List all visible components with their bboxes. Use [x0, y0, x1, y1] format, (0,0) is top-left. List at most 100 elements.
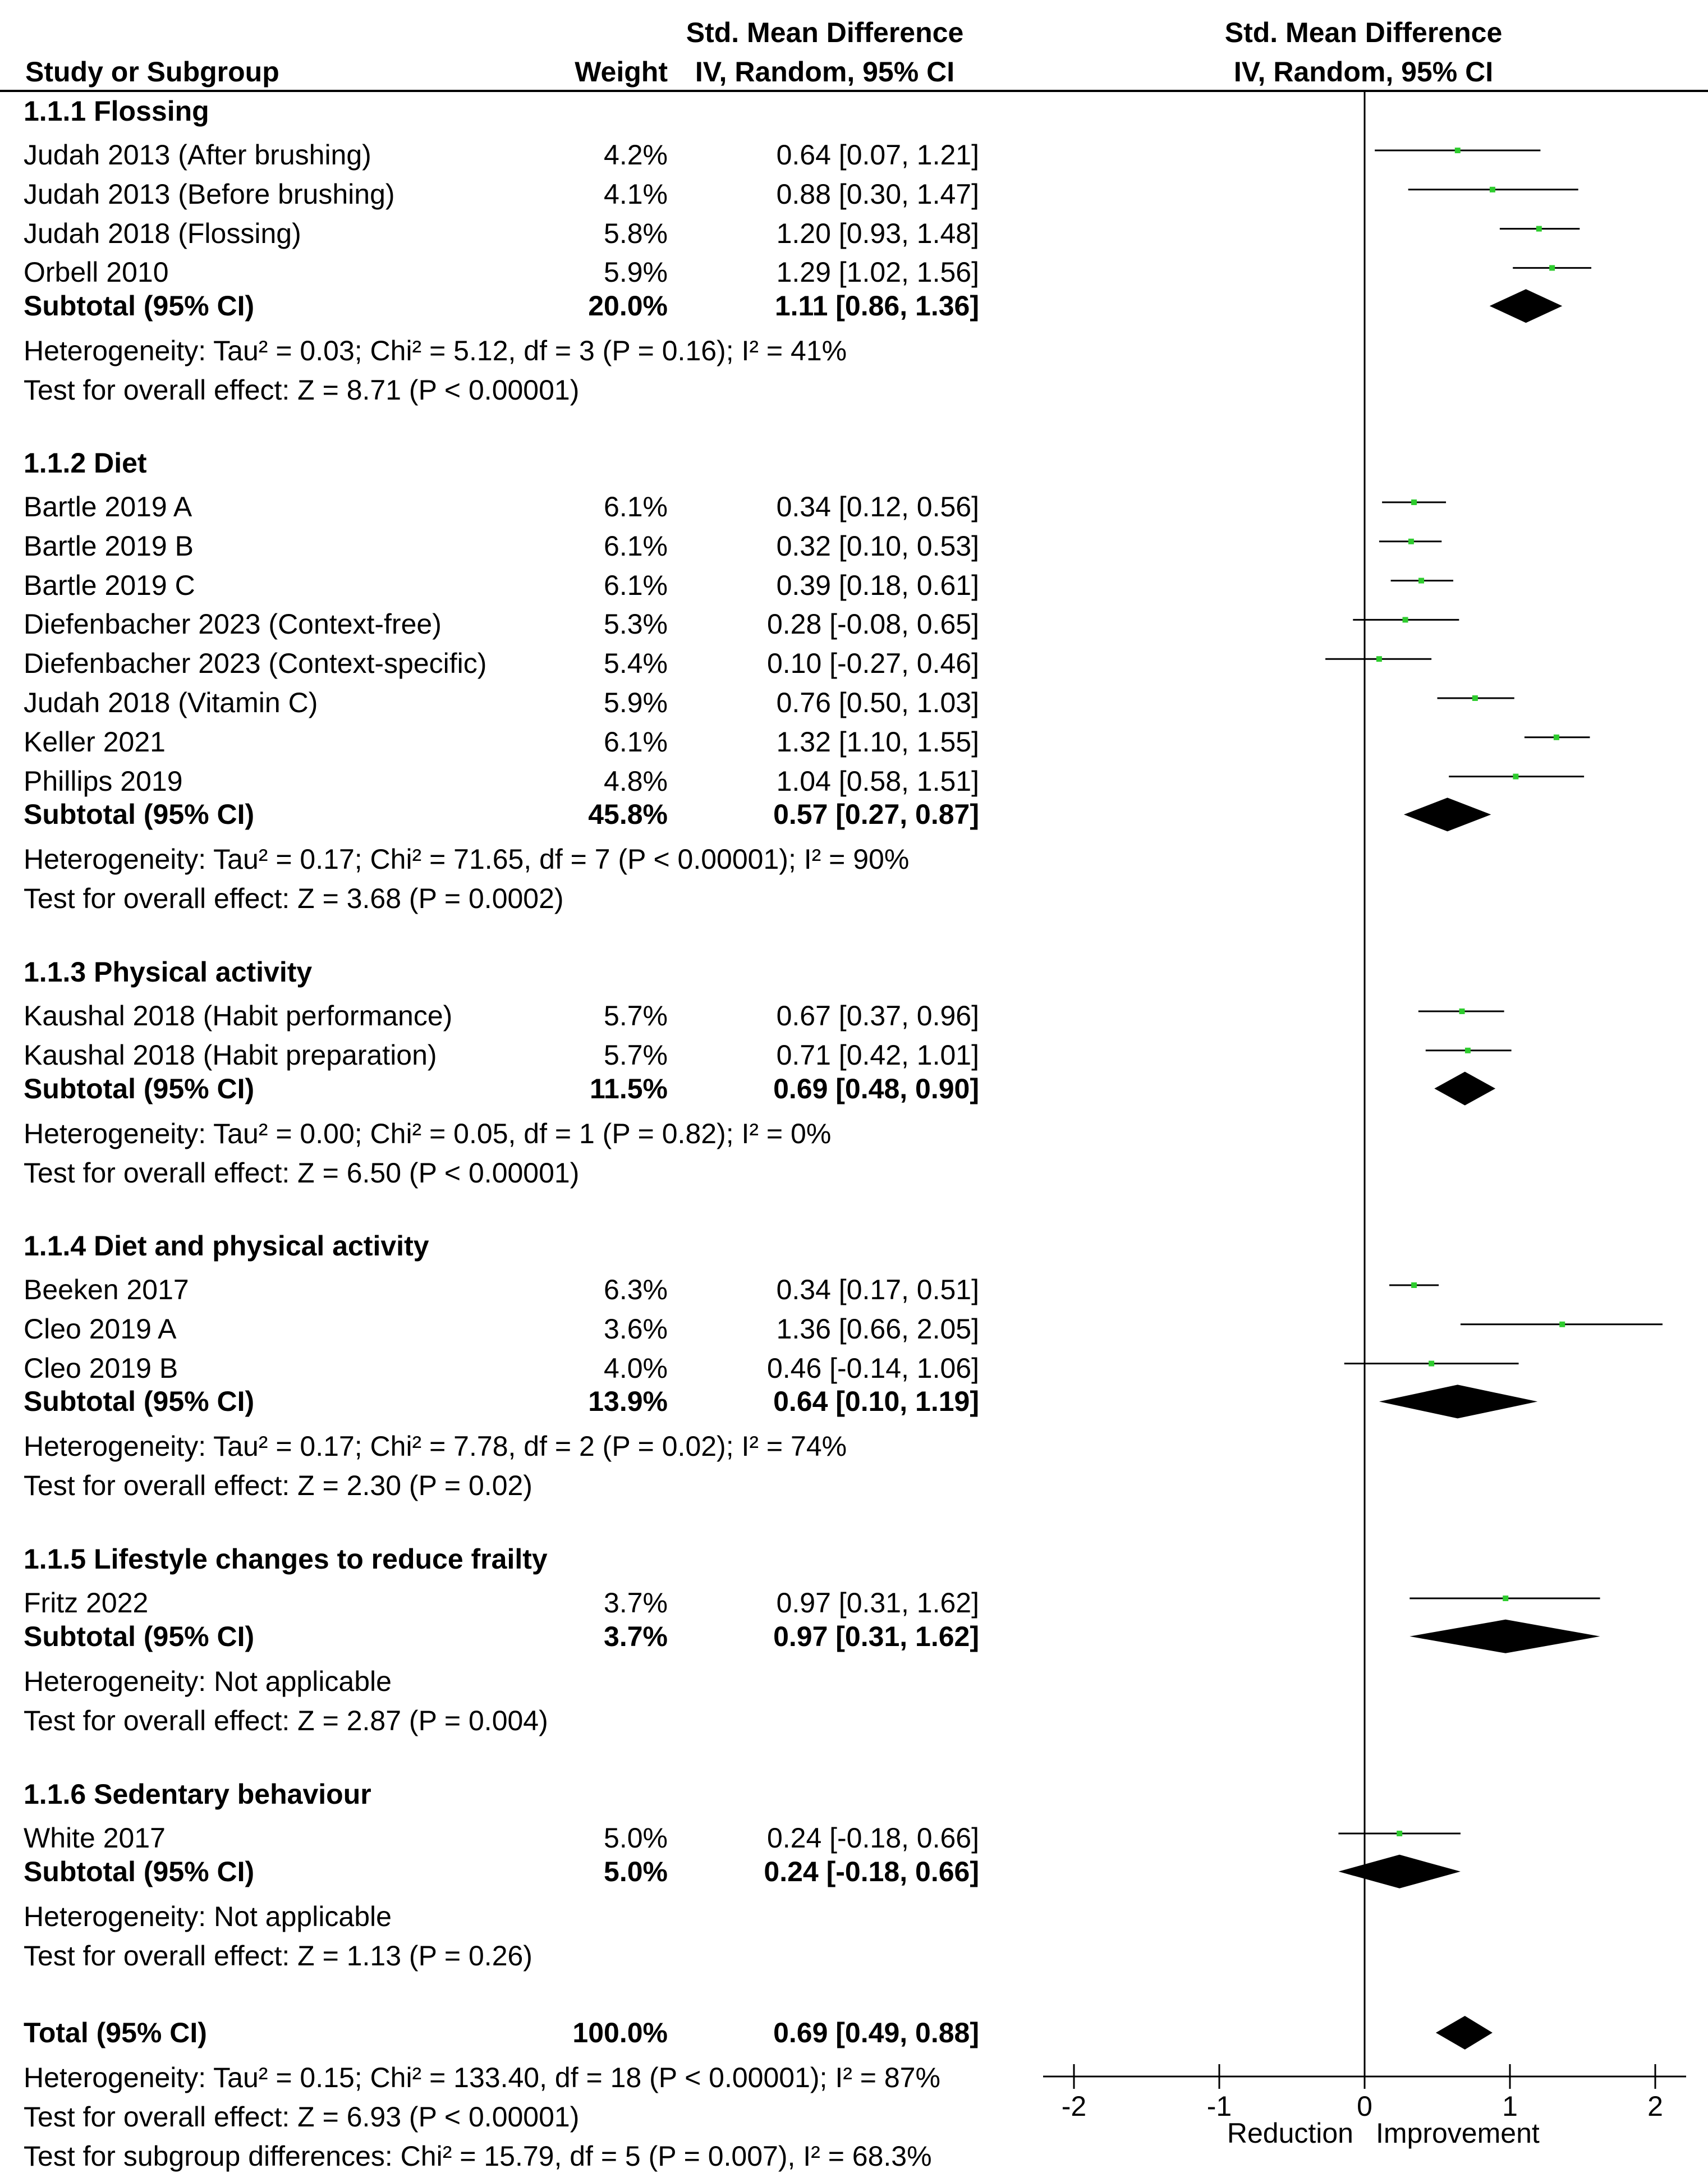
point-estimate	[1472, 695, 1478, 701]
point-estimate	[1411, 1282, 1417, 1288]
study-weight: 5.9%	[604, 687, 668, 718]
study-name: Judah 2018 (Vitamin C)	[24, 687, 318, 718]
subtotal-ci: 0.24 [-0.18, 0.66]	[764, 1855, 979, 1887]
study-weight: 6.1%	[604, 569, 668, 601]
heterogeneity-text: Heterogeneity: Tau² = 0.03; Chi² = 5.12,…	[24, 335, 847, 367]
point-estimate	[1459, 1009, 1465, 1014]
subtotal-ci: 0.69 [0.48, 0.90]	[773, 1072, 979, 1104]
subtotal-label: Subtotal (95% CI)	[24, 1386, 255, 1418]
study-ci: 0.34 [0.17, 0.51]	[776, 1274, 979, 1305]
study-name: Judah 2013 (After brushing)	[24, 139, 371, 171]
pooled-diamond	[1379, 1385, 1538, 1419]
study-ci: 0.64 [0.07, 1.21]	[776, 139, 979, 171]
total-weight: 100.0%	[572, 2017, 668, 2048]
study-weight: 5.0%	[604, 1822, 668, 1854]
total-heterogeneity-text: Heterogeneity: Tau² = 0.15; Chi² = 133.4…	[24, 2062, 940, 2093]
x-tick-label: 2	[1647, 2091, 1663, 2122]
point-estimate	[1418, 577, 1425, 584]
study-ci: 0.10 [-0.27, 0.46]	[766, 648, 979, 680]
study-ci: 0.24 [-0.18, 0.66]	[766, 1822, 979, 1854]
study-ci: 1.36 [0.66, 2.05]	[776, 1313, 979, 1345]
pooled-diamond	[1489, 289, 1563, 323]
study-column-header: Study or Subgroup	[25, 56, 279, 88]
study-weight: 4.2%	[604, 139, 668, 171]
study-weight: 6.1%	[604, 530, 668, 562]
study-name: Judah 2013 (Before brushing)	[24, 178, 395, 210]
subgroup-title: 1.1.6 Sedentary behaviour	[24, 1778, 371, 1810]
subtotal-weight: 3.7%	[604, 1620, 668, 1652]
study-weight: 4.1%	[604, 178, 668, 210]
point-estimate	[1513, 773, 1519, 780]
heterogeneity-text: Heterogeneity: Not applicable	[24, 1900, 392, 1932]
study-name: Diefenbacher 2023 (Context-free)	[24, 608, 442, 640]
study-name: Cleo 2019 B	[24, 1352, 178, 1384]
study-name: Orbell 2010	[24, 256, 169, 288]
subgroup-title: 1.1.1 Flossing	[24, 95, 209, 127]
study-weight: 5.9%	[604, 256, 668, 288]
header-rule	[0, 90, 1708, 92]
study-ci: 0.97 [0.31, 1.62]	[776, 1587, 979, 1619]
x-tick-label: -1	[1207, 2091, 1232, 2122]
study-ci: 1.20 [0.93, 1.48]	[776, 217, 979, 249]
overall-effect-text: Test for overall effect: Z = 6.50 (P < 0…	[24, 1157, 580, 1189]
study-weight: 5.3%	[604, 608, 668, 640]
study-weight: 6.1%	[604, 491, 668, 522]
study-weight: 5.8%	[604, 217, 668, 249]
point-estimate	[1402, 617, 1408, 623]
smd-header-line1: Std. Mean Difference	[686, 17, 964, 48]
point-estimate	[1536, 226, 1542, 232]
study-weight: 4.0%	[604, 1352, 668, 1384]
overall-effect-text: Test for overall effect: Z = 2.30 (P = 0…	[24, 1470, 532, 1502]
smd-header-line2: IV, Random, 95% CI	[695, 56, 955, 88]
point-estimate	[1454, 148, 1461, 153]
point-estimate	[1489, 186, 1495, 192]
subtotal-label: Subtotal (95% CI)	[24, 1620, 255, 1652]
heterogeneity-text: Heterogeneity: Tau² = 0.17; Chi² = 71.65…	[24, 844, 910, 875]
subtotal-label: Subtotal (95% CI)	[24, 290, 255, 322]
overall-effect-text: Test for overall effect: Z = 8.71 (P < 0…	[24, 374, 580, 406]
point-estimate	[1397, 1831, 1403, 1836]
pooled-diamond	[1338, 1854, 1461, 1888]
subtotal-ci: 0.57 [0.27, 0.87]	[773, 799, 979, 831]
study-weight: 6.1%	[604, 726, 668, 758]
study-ci: 0.32 [0.10, 0.53]	[776, 530, 979, 562]
point-estimate	[1376, 656, 1382, 662]
study-name: Kaushal 2018 (Habit performance)	[24, 1000, 453, 1032]
plot-header-line2: IV, Random, 95% CI	[1233, 56, 1494, 88]
x-tick-label: 1	[1502, 2091, 1518, 2122]
heterogeneity-text: Heterogeneity: Not applicable	[24, 1665, 392, 1697]
subtotal-weight: 20.0%	[588, 290, 668, 322]
x-tick-label: -2	[1062, 2091, 1086, 2122]
study-ci: 0.71 [0.42, 1.01]	[776, 1039, 979, 1071]
point-estimate	[1464, 1047, 1471, 1053]
study-ci: 0.67 [0.37, 0.96]	[776, 1000, 979, 1032]
study-name: Phillips 2019	[24, 765, 183, 797]
study-ci: 0.76 [0.50, 1.03]	[776, 687, 979, 718]
study-weight: 6.3%	[604, 1274, 668, 1305]
point-estimate	[1549, 265, 1555, 271]
x-label-improvement: Improvement	[1376, 2117, 1540, 2149]
study-ci: 0.39 [0.18, 0.61]	[776, 569, 979, 601]
pooled-diamond	[1409, 1619, 1600, 1653]
study-name: Fritz 2022	[24, 1587, 149, 1619]
heterogeneity-text: Heterogeneity: Tau² = 0.17; Chi² = 7.78,…	[24, 1431, 847, 1463]
subtotal-weight: 11.5%	[589, 1072, 668, 1104]
overall-effect-text: Test for overall effect: Z = 2.87 (P = 0…	[24, 1704, 548, 1736]
subtotal-ci: 0.64 [0.10, 1.19]	[773, 1386, 979, 1418]
study-name: Keller 2021	[24, 726, 166, 758]
study-ci: 0.46 [-0.14, 1.06]	[766, 1352, 979, 1384]
study-name: Bartle 2019 B	[24, 530, 194, 562]
study-weight: 3.7%	[604, 1587, 668, 1619]
x-label-reduction: Reduction	[1227, 2117, 1353, 2149]
point-estimate	[1411, 499, 1417, 505]
overall-effect-text: Test for overall effect: Z = 1.13 (P = 0…	[24, 1940, 532, 1972]
subtotal-label: Subtotal (95% CI)	[24, 1072, 255, 1104]
total-label: Total (95% CI)	[24, 2017, 207, 2048]
study-weight: 3.6%	[604, 1313, 668, 1345]
pooled-diamond	[1434, 1071, 1496, 1106]
study-name: Beeken 2017	[24, 1274, 189, 1305]
subgroup-title: 1.1.3 Physical activity	[24, 956, 313, 988]
subgroup-title: 1.1.5 Lifestyle changes to reduce frailt…	[24, 1543, 548, 1575]
overall-effect-text: Test for overall effect: Z = 3.68 (P = 0…	[24, 883, 564, 915]
study-name: White 2017	[24, 1822, 166, 1854]
